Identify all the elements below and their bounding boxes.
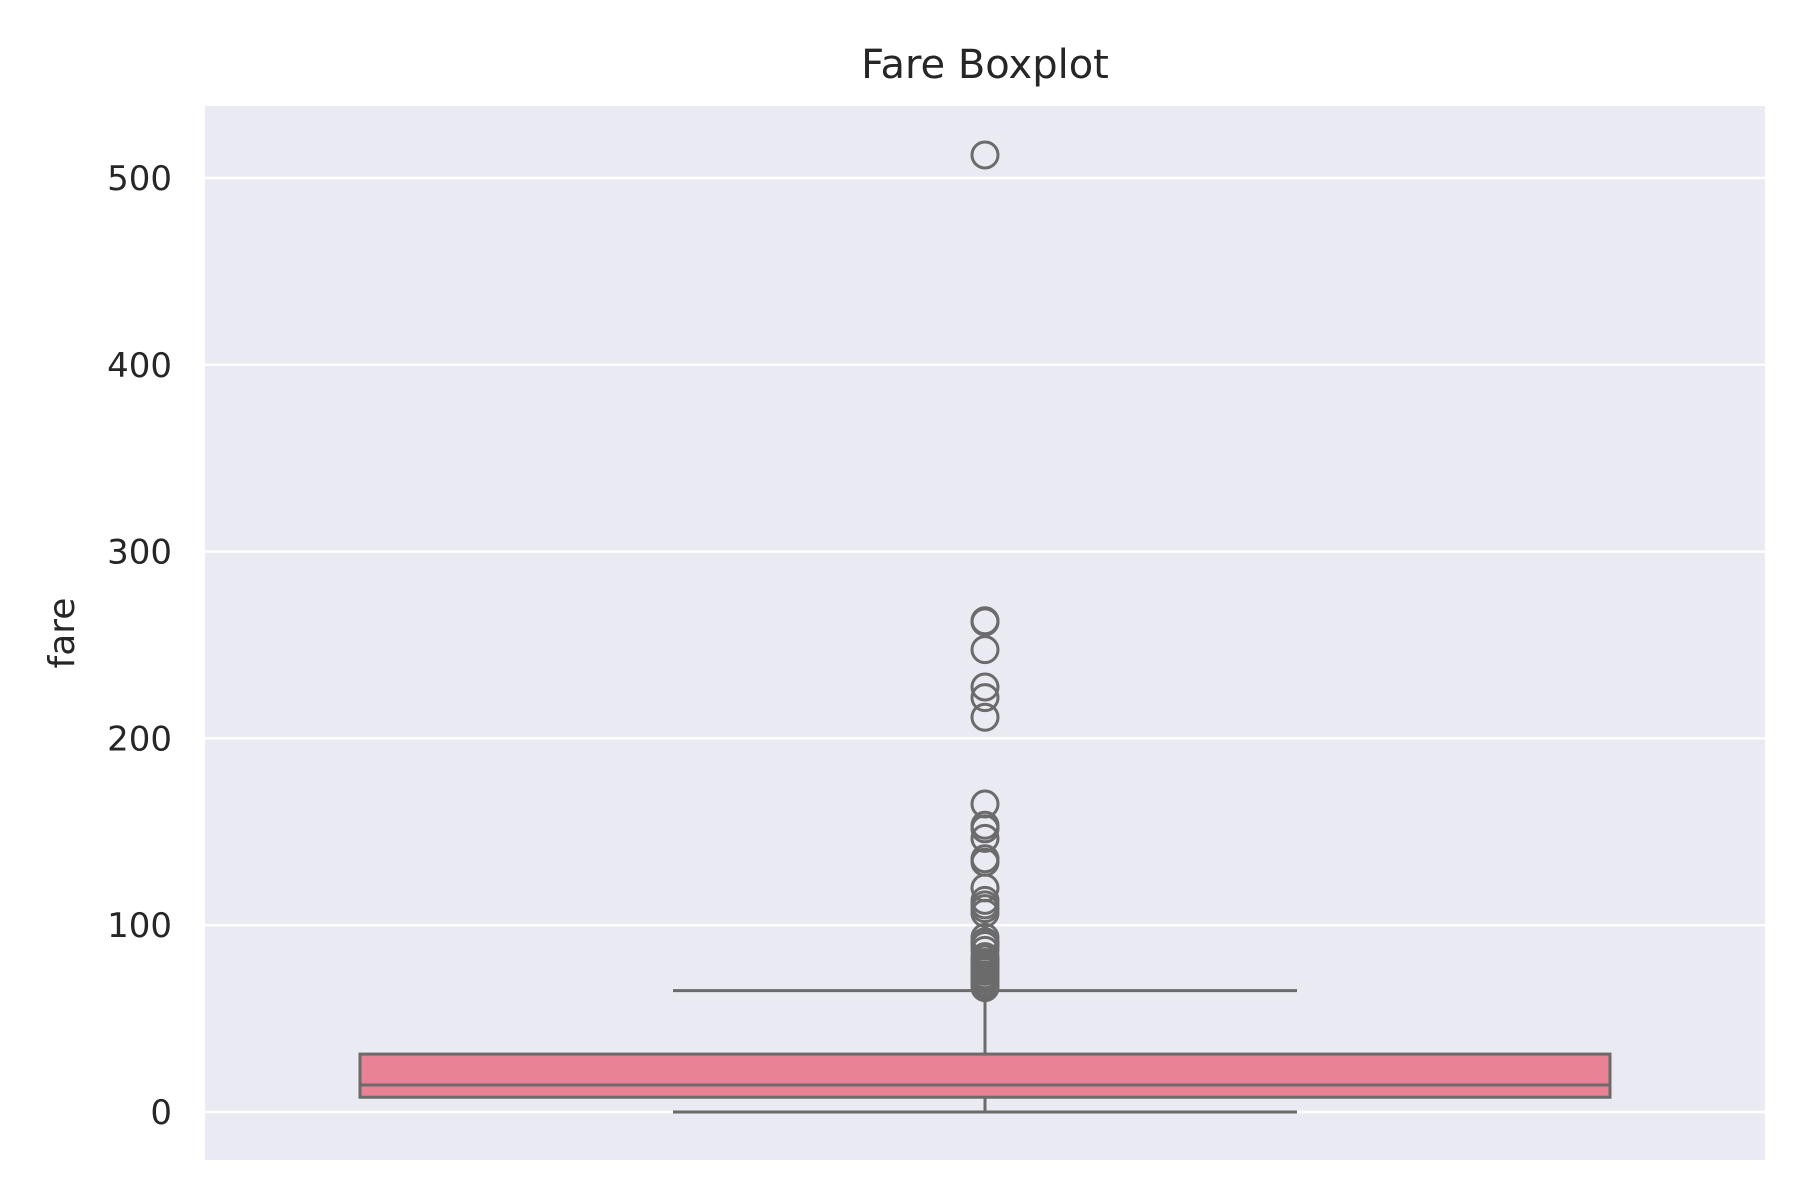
outlier-point-28 (970, 810, 1000, 840)
outlier-point-32 (970, 672, 1000, 702)
outlier-point-36 (970, 140, 1000, 170)
iqr-box (358, 1052, 1612, 1099)
outlier-point-33 (970, 635, 1000, 665)
y-tick-label-300: 300 (107, 533, 172, 573)
y-tick-label-100: 100 (107, 906, 172, 946)
outlier-point-22 (970, 885, 1000, 915)
outlier-point-35 (970, 606, 1000, 636)
outlier-point-30 (970, 702, 1000, 732)
outlier-point-26 (970, 823, 1000, 853)
outlier-point-25 (970, 844, 1000, 874)
outlier-point-18 (970, 922, 1000, 952)
y-tick-label-400: 400 (107, 346, 172, 386)
chart-title: Fare Boxplot (861, 42, 1109, 88)
outlier-point-31 (970, 683, 1000, 713)
y-tick-label-200: 200 (107, 719, 172, 759)
y-tick-label-0: 0 (150, 1093, 172, 1133)
y-tick-labels: 0 100 200 300 400 500 (107, 159, 172, 1133)
y-tick-label-500: 500 (107, 159, 172, 199)
boxplot (358, 140, 1612, 1114)
y-axis-label: fare (42, 598, 83, 669)
outlier-point-29 (970, 789, 1000, 819)
